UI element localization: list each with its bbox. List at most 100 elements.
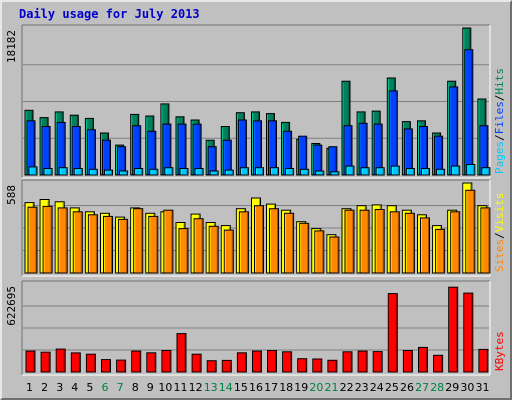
series-files xyxy=(26,49,489,176)
bar-pages-day-19 xyxy=(300,168,310,176)
bar-kbytes-day-25 xyxy=(387,293,398,373)
bar-kbytes-day-4 xyxy=(70,352,81,373)
panel-legend: Pages/Files/Hits xyxy=(493,68,506,174)
bar-kbytes-day-19 xyxy=(297,358,308,373)
x-tick-label-day-28: 28 xyxy=(430,381,444,394)
bar-sites-day-27 xyxy=(420,217,430,274)
bar-pages-day-15 xyxy=(239,167,249,176)
bar-sites-day-7 xyxy=(118,218,129,274)
x-tick-label-day-5: 5 xyxy=(86,381,93,394)
x-tick-label-day-11: 11 xyxy=(174,381,188,394)
bar-pages-day-26 xyxy=(405,168,415,176)
bar-pages-day-9 xyxy=(149,168,159,176)
bar-sites-day-2 xyxy=(42,205,53,274)
bar-kbytes-day-5 xyxy=(85,353,96,373)
bar-pages-day-17 xyxy=(270,167,279,176)
legend-text: KBytes xyxy=(493,331,506,371)
bar-pages-day-28 xyxy=(436,168,446,176)
bar-kbytes-day-18 xyxy=(282,351,293,373)
bar-pages-day-14 xyxy=(224,169,234,176)
bar-sites-day-6 xyxy=(103,215,113,274)
bar-kbytes-day-9 xyxy=(146,352,157,373)
bar-sites-day-13 xyxy=(208,225,219,274)
legend-text: Sites xyxy=(493,239,506,272)
bar-sites-day-28 xyxy=(435,228,446,274)
bar-pages-day-6 xyxy=(104,169,113,176)
x-tick-label-day-25: 25 xyxy=(385,381,399,394)
x-tick-label-day-24: 24 xyxy=(370,381,384,394)
bar-kbytes-day-31 xyxy=(478,348,489,373)
bar-sites-day-25 xyxy=(389,211,400,274)
x-tick-label-day-20: 20 xyxy=(309,381,323,394)
x-tick-label-day-12: 12 xyxy=(189,381,203,394)
bar-kbytes-day-6 xyxy=(101,359,111,373)
bar-kbytes-day-16 xyxy=(252,350,262,373)
bar-pages-day-3 xyxy=(58,167,68,176)
bar-kbytes-day-27 xyxy=(418,346,428,373)
bar-pages-day-13 xyxy=(209,170,219,176)
bar-kbytes-day-20 xyxy=(312,358,323,373)
bar-sites-day-30 xyxy=(465,189,476,274)
series-kbytes xyxy=(25,286,489,373)
x-tick-label-day-29: 29 xyxy=(445,381,459,394)
bar-kbytes-day-22 xyxy=(342,351,353,373)
x-tick-label-day-3: 3 xyxy=(56,381,63,394)
bar-pages-day-8 xyxy=(134,168,144,176)
x-tick-label-day-9: 9 xyxy=(147,381,154,394)
bar-pages-day-24 xyxy=(375,167,385,176)
bar-sites-day-26 xyxy=(404,212,415,274)
bar-kbytes-day-17 xyxy=(267,350,277,373)
legend-text: / xyxy=(493,134,506,141)
panel-visits-sites: 588 Sites/Visits xyxy=(5,179,506,277)
legend-text: Hits xyxy=(493,68,506,95)
bar-sites-day-4 xyxy=(72,211,83,274)
legend-text: / xyxy=(493,232,506,239)
bar-sites-day-10 xyxy=(163,209,174,274)
x-tick-label-day-22: 22 xyxy=(340,381,354,394)
bar-kbytes-day-2 xyxy=(40,351,51,373)
bar-sites-day-8 xyxy=(133,208,144,274)
panel-kbytes: 622695 KBytes xyxy=(5,280,506,376)
x-tick-label-day-19: 19 xyxy=(294,381,308,394)
bar-pages-day-1 xyxy=(28,166,38,176)
x-tick-label-day-13: 13 xyxy=(204,381,218,394)
x-tick-label-day-17: 17 xyxy=(264,381,278,394)
bar-sites-day-17 xyxy=(269,208,279,274)
bar-kbytes-day-12 xyxy=(191,353,202,373)
x-tick-label-day-23: 23 xyxy=(355,381,369,394)
legend-text: / xyxy=(493,95,506,102)
bar-sites-day-20 xyxy=(314,230,325,274)
bar-sites-day-3 xyxy=(57,207,68,274)
legend-text: Visits xyxy=(493,193,506,233)
x-tick-label-day-7: 7 xyxy=(117,381,124,394)
series-pages xyxy=(28,164,491,176)
bar-pages-day-27 xyxy=(421,168,430,176)
x-tick-label-day-8: 8 xyxy=(132,381,139,394)
bar-sites-day-1 xyxy=(27,206,38,274)
legend-text: Files xyxy=(493,101,506,134)
bar-kbytes-day-13 xyxy=(206,360,217,373)
bar-sites-day-12 xyxy=(193,218,204,274)
bar-pages-day-5 xyxy=(88,168,98,176)
bar-kbytes-day-26 xyxy=(402,350,413,373)
bar-pages-day-21 xyxy=(330,171,340,176)
bar-kbytes-day-11 xyxy=(176,333,187,373)
bar-sites-day-29 xyxy=(450,211,461,274)
bar-kbytes-day-15 xyxy=(236,352,247,373)
bar-pages-day-10 xyxy=(164,167,174,176)
max-value-label: 588 xyxy=(5,185,18,205)
x-tick-label-day-4: 4 xyxy=(71,381,78,394)
bar-sites-day-11 xyxy=(178,228,189,274)
bar-kbytes-day-14 xyxy=(221,359,232,373)
bar-sites-day-16 xyxy=(254,205,264,274)
bar-sites-day-19 xyxy=(299,222,310,274)
series-sites xyxy=(27,189,491,274)
bar-kbytes-day-1 xyxy=(25,350,36,373)
max-value-label: 622695 xyxy=(5,286,18,326)
bar-sites-day-9 xyxy=(148,215,159,274)
x-tick-label-day-2: 2 xyxy=(41,381,48,394)
bar-pages-day-7 xyxy=(119,170,129,176)
x-tick-label-day-10: 10 xyxy=(158,381,172,394)
x-tick-label-day-6: 6 xyxy=(102,381,109,394)
